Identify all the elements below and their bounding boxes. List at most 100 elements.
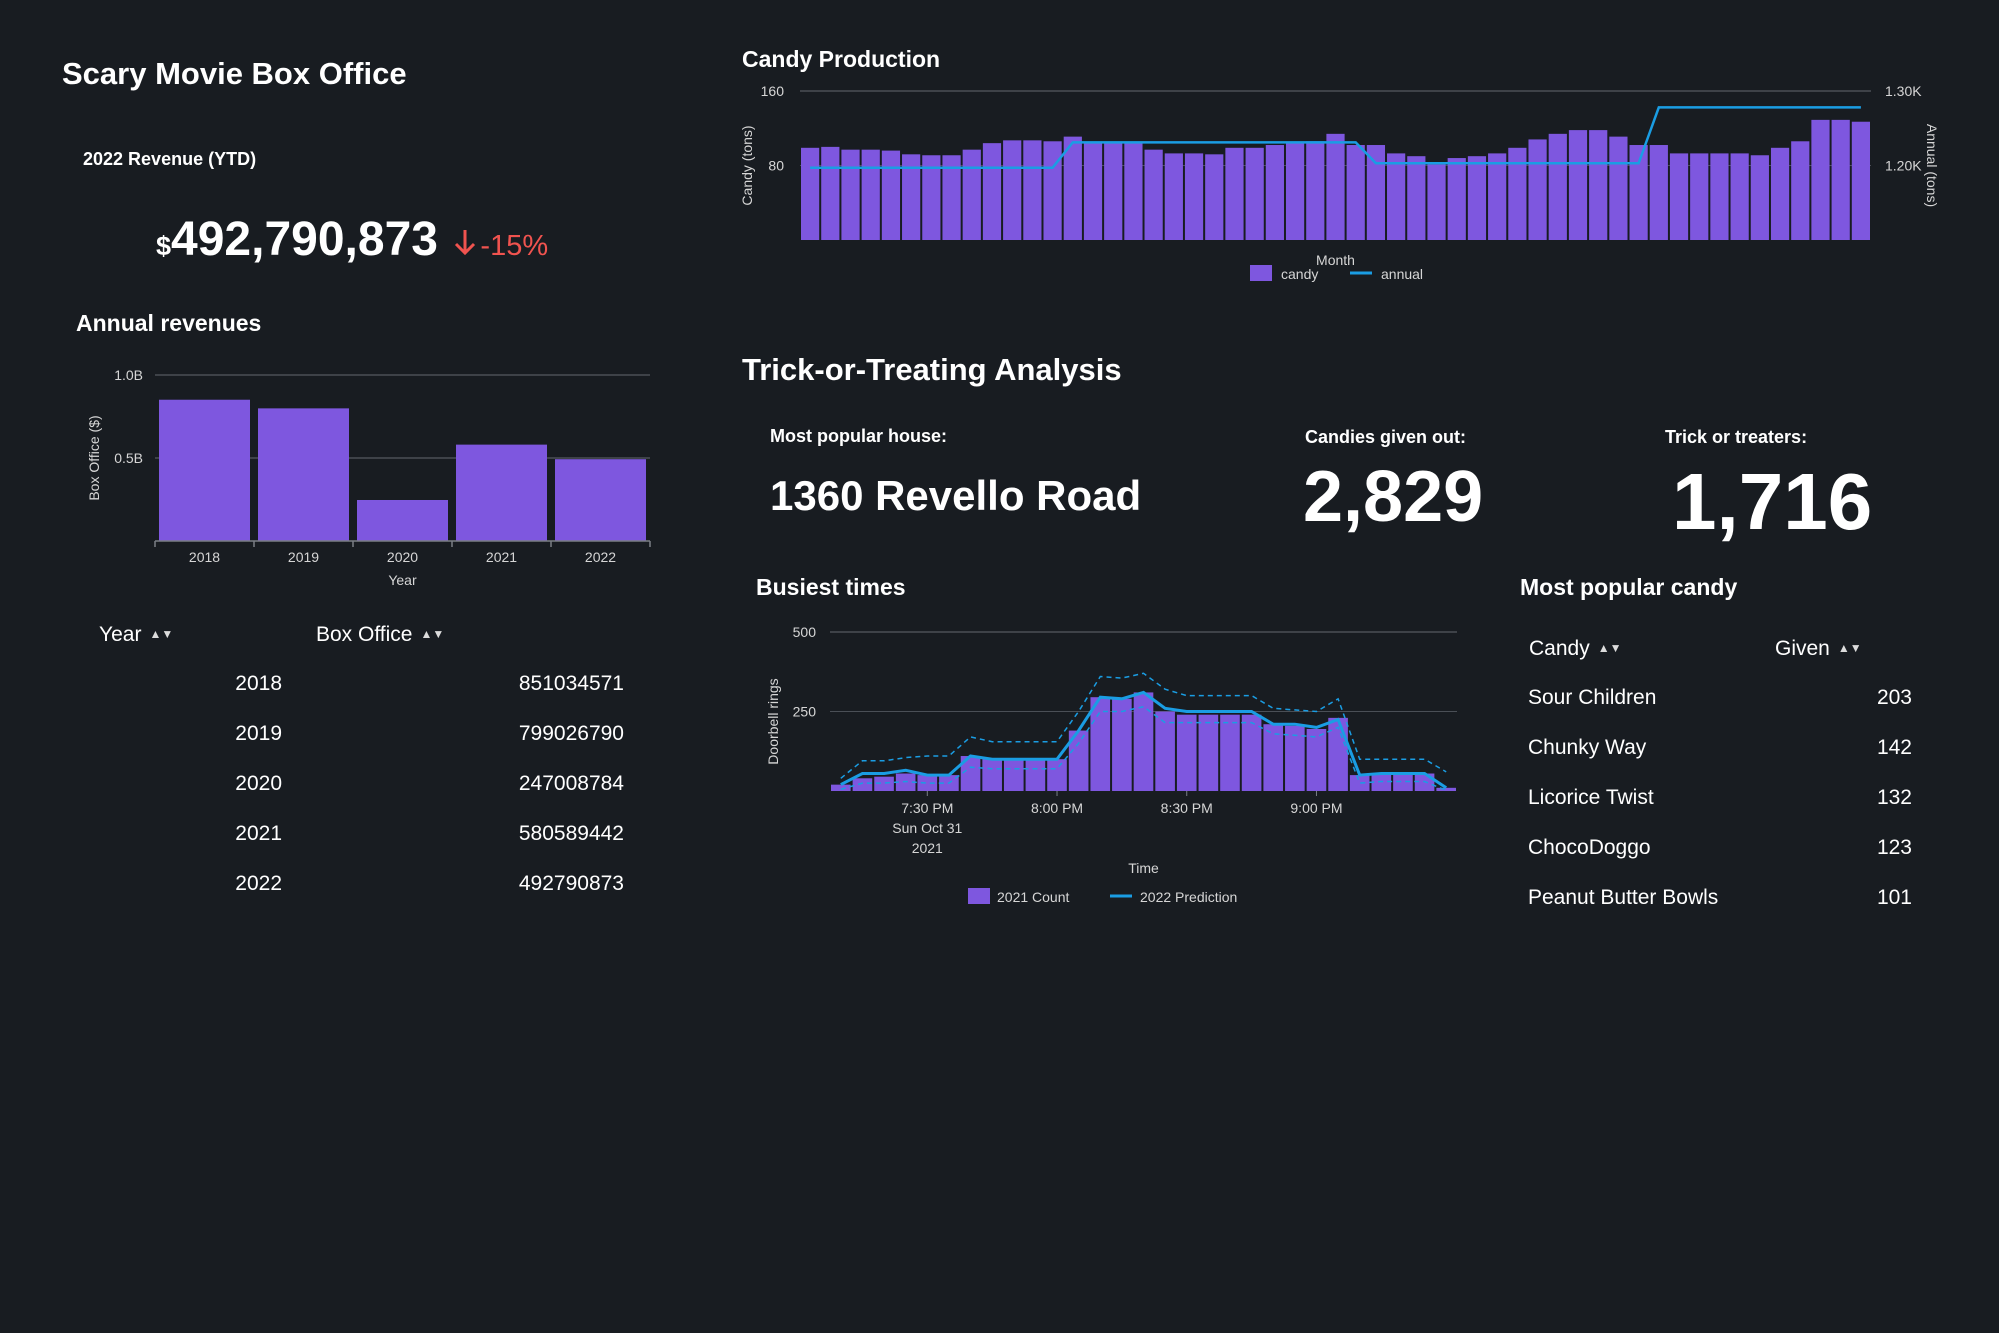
x-tick-label: 2021 [912, 840, 943, 856]
table-cell-year: 2022 [235, 872, 282, 895]
bar [1467, 156, 1487, 240]
column-header-label: Box Office [316, 623, 413, 646]
bar [1083, 143, 1103, 240]
bar [1176, 714, 1197, 791]
bar [1730, 153, 1749, 240]
x-tick-label: 8:30 PM [1161, 800, 1213, 816]
candy-name-cell: Chunky Way [1528, 736, 1647, 759]
candy-production-title: Candy Production [742, 46, 941, 72]
bar [861, 149, 880, 240]
bar [1690, 153, 1709, 240]
x-axis-label: Month [1316, 252, 1355, 268]
bar [942, 155, 961, 240]
legend-label-candy: candy [1281, 266, 1318, 282]
y-tick-label: 500 [793, 624, 817, 640]
column-header-box-office[interactable]: Box Office ▲▼ [316, 623, 444, 647]
busiest-times-title: Busiest times [756, 574, 906, 600]
bar [1104, 143, 1123, 240]
column-header-year[interactable]: Year ▲▼ [99, 623, 173, 647]
column-header-label: Candy [1529, 637, 1590, 660]
bar [1144, 149, 1163, 240]
table-cell-box-office: 247008784 [518, 772, 624, 795]
bar [1047, 759, 1067, 791]
bar [1346, 145, 1365, 240]
x-tick-label: 2020 [387, 549, 418, 565]
treaters-value: 1,716 [1672, 457, 1873, 546]
y-axis-label: Box Office ($) [86, 415, 102, 500]
candy-given-cell: 132 [1876, 786, 1912, 809]
bar [1090, 697, 1111, 791]
bar [1155, 711, 1175, 791]
page-title: Scary Movie Box Office [62, 56, 407, 91]
bar [1436, 787, 1456, 791]
table-cell-year: 2021 [235, 822, 282, 845]
candy-given-cell: 123 [1876, 836, 1912, 859]
bar [1003, 140, 1022, 240]
y2-tick-label: 1.20K [1885, 158, 1922, 174]
bar [917, 775, 938, 791]
x-tick-label: 7:30 PM [901, 800, 953, 816]
bar [1447, 158, 1466, 240]
bar [831, 784, 851, 791]
bar [1609, 136, 1628, 240]
x-tick-label: Sun Oct 31 [892, 820, 962, 836]
bar [1205, 154, 1224, 240]
bar [1198, 714, 1219, 791]
bar [1306, 728, 1327, 791]
bar [1366, 145, 1386, 240]
x-tick-label: 8:00 PM [1031, 800, 1083, 816]
bar [1220, 714, 1240, 791]
kpi-label: 2022 Revenue (YTD) [83, 149, 257, 169]
bar [960, 756, 981, 791]
x-tick-label: 9:00 PM [1290, 800, 1342, 816]
sort-icon[interactable]: ▲▼ [1597, 641, 1622, 655]
prediction-lower-band [840, 705, 1447, 792]
house-label: Most popular house: [770, 426, 947, 446]
sort-icon[interactable]: ▲▼ [149, 627, 174, 641]
y2-axis-label: Annual (tons) [1924, 124, 1940, 207]
bar [1750, 155, 1769, 240]
bar [1831, 119, 1850, 240]
table-cell-box-office: 851034571 [518, 672, 624, 695]
annual-line [810, 106, 1861, 169]
candy-name-cell: Peanut Butter Bowls [1528, 886, 1719, 909]
bar [1387, 153, 1406, 240]
bar [1629, 145, 1648, 240]
bar [1811, 119, 1830, 240]
bar [852, 778, 873, 791]
bar [1184, 153, 1204, 240]
bar [982, 143, 1002, 240]
legend-label-2022: 2022 Prediction [1140, 889, 1237, 905]
table-cell-box-office: 492790873 [518, 872, 624, 895]
bar [895, 773, 916, 791]
table-cell-year: 2020 [235, 772, 282, 795]
bar [1649, 145, 1668, 240]
candy-given-cell: 203 [1876, 686, 1912, 709]
bar [1488, 153, 1507, 240]
bar [159, 399, 250, 541]
legend-swatch-candy [1250, 265, 1272, 281]
sort-icon[interactable]: ▲▼ [1837, 641, 1862, 655]
sort-icon[interactable]: ▲▼ [420, 627, 445, 641]
bar [982, 759, 1002, 791]
candies-label: Candies given out: [1305, 427, 1467, 447]
bar [801, 147, 820, 240]
candy-name-cell: Licorice Twist [1528, 786, 1654, 809]
bar [1265, 145, 1284, 240]
column-header-given[interactable]: Given ▲▼ [1775, 637, 1862, 661]
bar [1306, 141, 1325, 240]
column-header-candy[interactable]: Candy ▲▼ [1529, 637, 1621, 661]
bar [1371, 773, 1392, 791]
bar [456, 444, 547, 541]
legend-label-annual: annual [1381, 266, 1423, 282]
bar [1407, 156, 1426, 240]
bar [1508, 147, 1527, 240]
kpi-value: 492,790,873 [171, 213, 438, 266]
bar [821, 146, 840, 240]
bar [1548, 133, 1567, 240]
popular-candy-title: Most popular candy [1520, 574, 1738, 600]
bar [902, 154, 921, 240]
bar [1427, 164, 1446, 240]
bar [1568, 130, 1588, 240]
bar [1851, 121, 1870, 240]
